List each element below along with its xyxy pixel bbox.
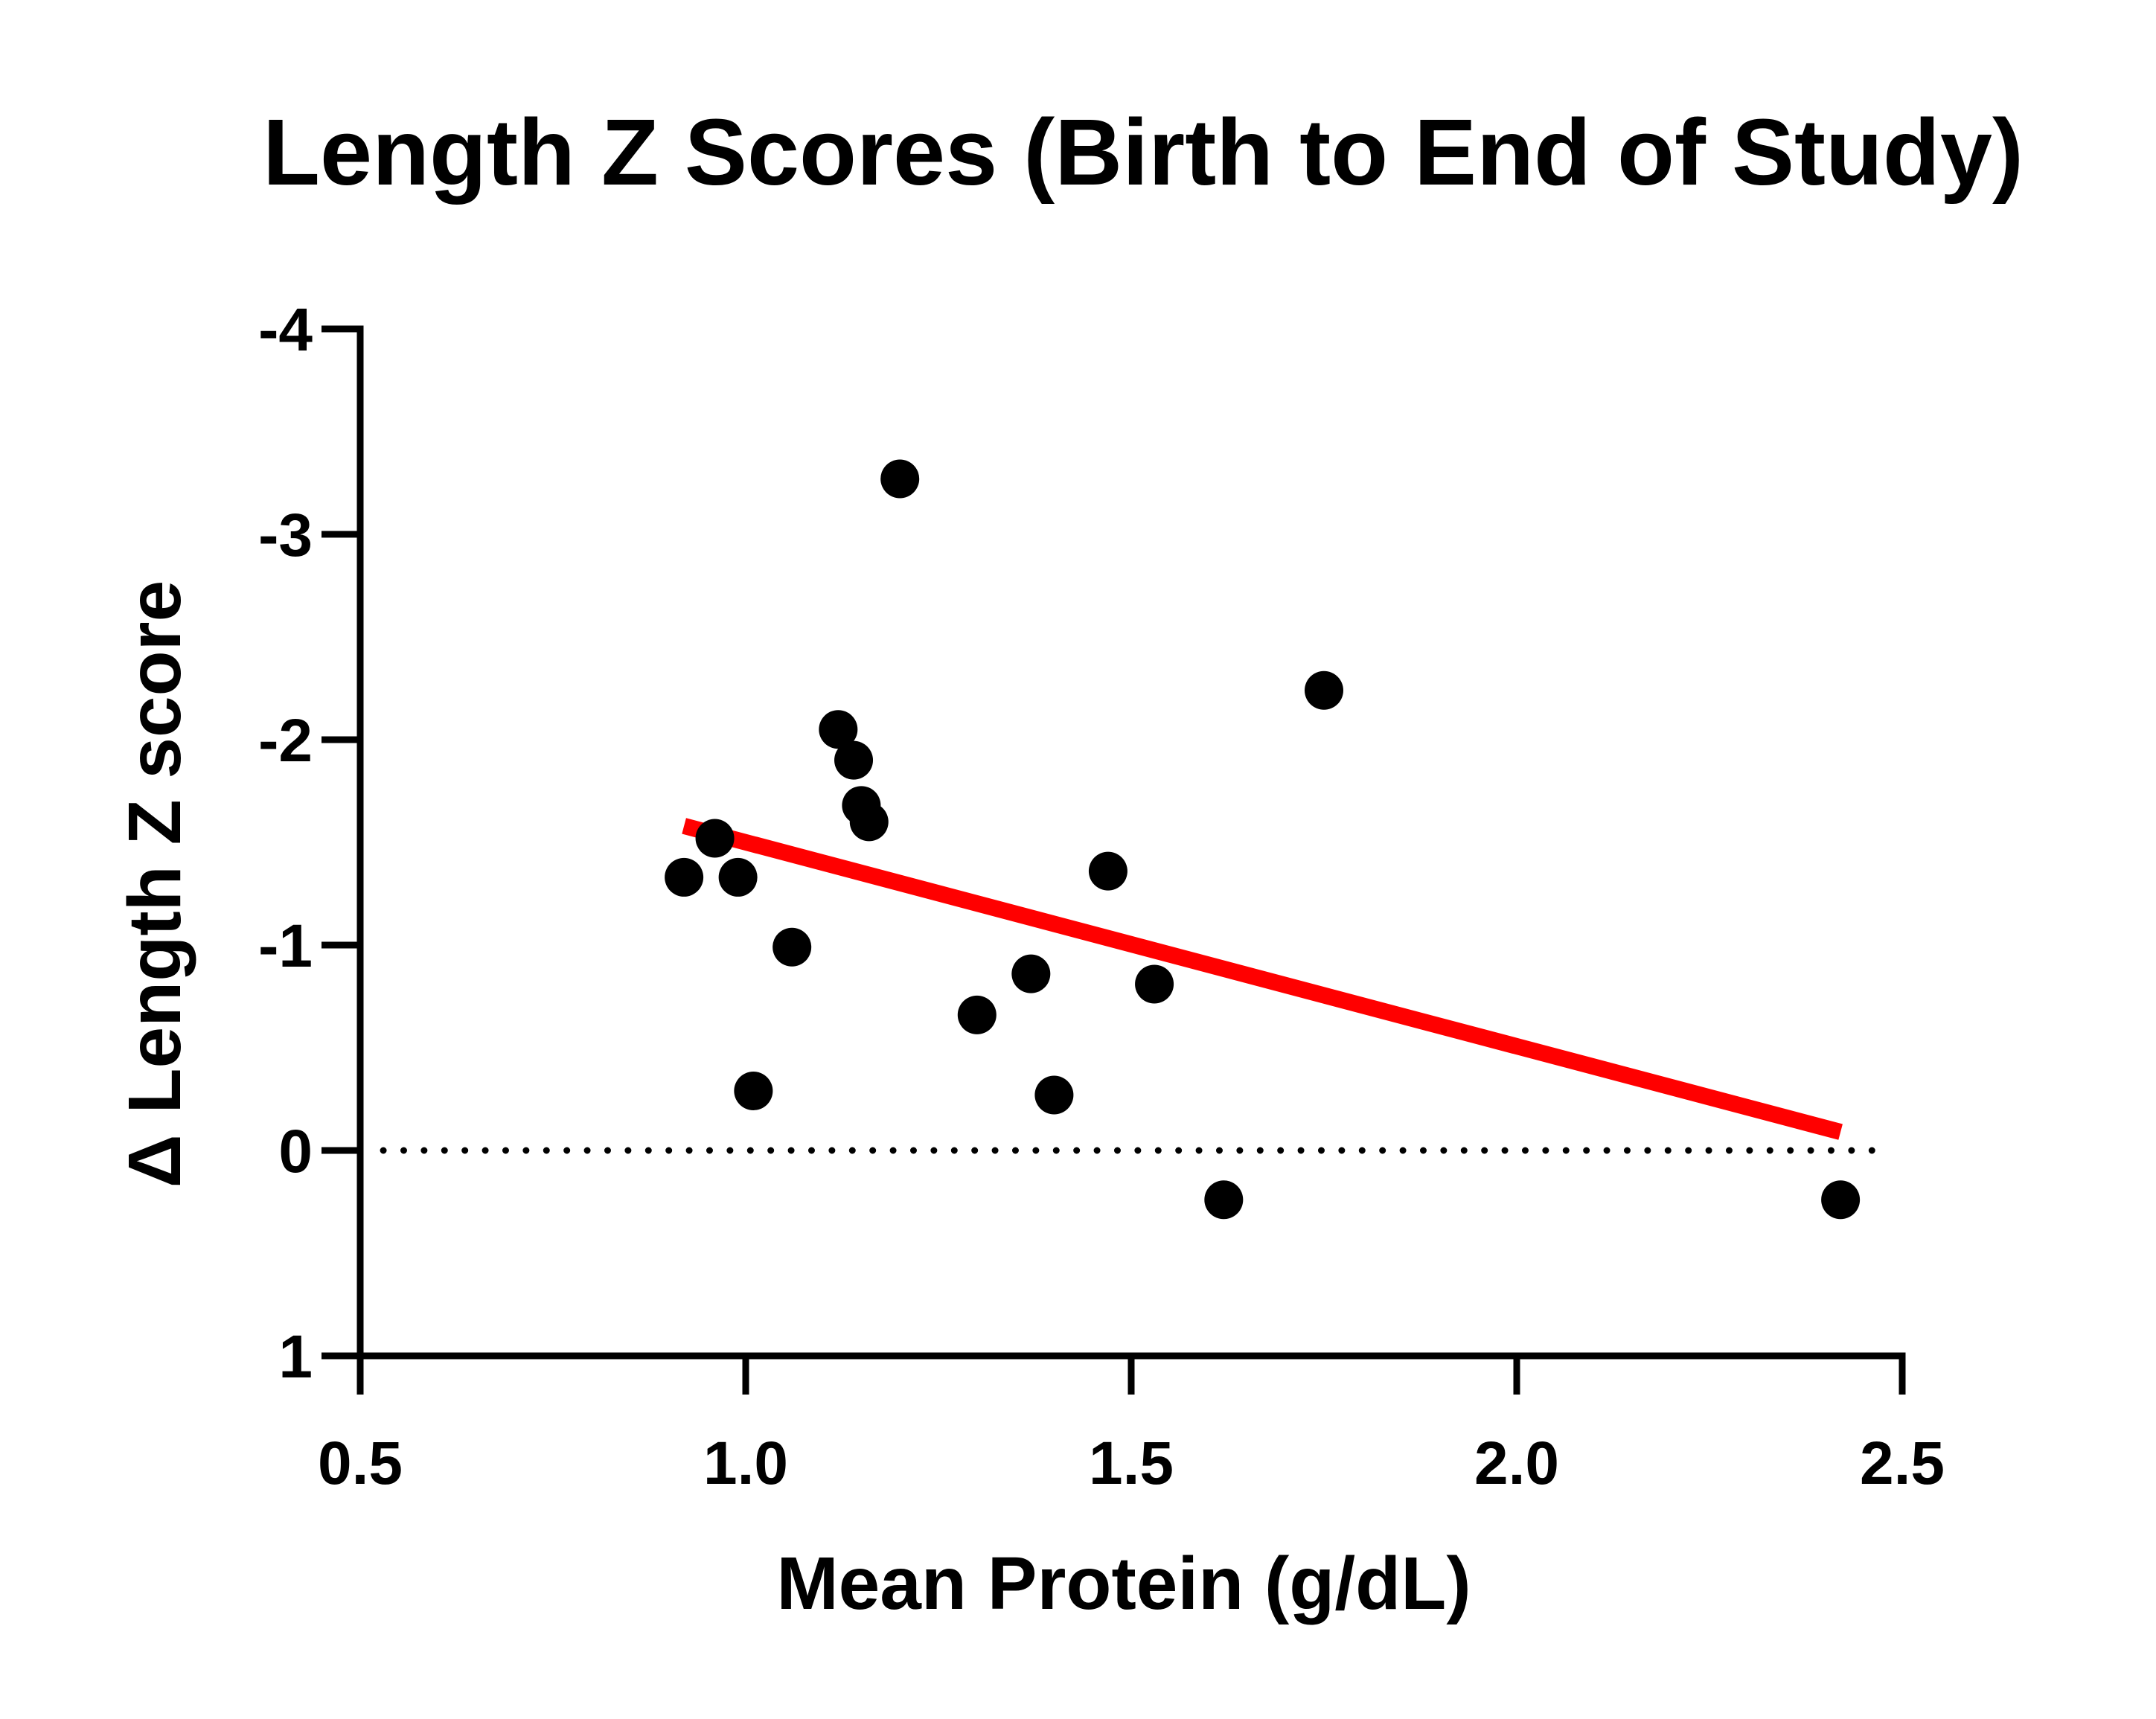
data-points-layer [665,459,1861,1220]
data-point-4 [734,1071,773,1110]
y-tick-label-0: 0 [278,1118,313,1185]
data-point-16 [1204,1180,1244,1220]
y-tick-label--4: -4 [258,296,313,364]
data-point-11 [957,995,997,1034]
x-tick-label-1.0: 1.0 [703,1430,788,1497]
data-point-15 [1135,964,1174,1004]
data-point-2 [695,819,735,858]
data-point-12 [1011,954,1051,993]
y-tick-label--2: -2 [258,707,313,775]
fit-line-layer [682,818,1843,1140]
data-point-10 [880,459,920,499]
y-tick-label--1: -1 [258,912,313,980]
x-tick-label-2.5: 2.5 [1860,1430,1945,1497]
data-point-7 [834,740,874,780]
x-tick-label-2.0: 2.0 [1474,1430,1559,1497]
y-axis-label: Δ Length Z score [113,580,196,1188]
data-point-18 [1821,1180,1861,1220]
data-point-13 [1034,1075,1074,1115]
data-point-6 [819,710,858,749]
y-tick-label-1: 1 [278,1323,313,1391]
data-point-5 [772,927,812,967]
data-point-17 [1305,670,1343,710]
regression-line [682,818,1843,1140]
axes-layer: -4 -3 -2 -1 0 10.5 1.0 1.5 2.0 2.5 [258,296,1945,1497]
data-point-3 [718,857,758,897]
x-axis-label: Mean Protein (g/dL) [776,1542,1471,1625]
data-point-1 [665,857,704,897]
chart-title: Length Z Scores (Birth to End of Study) [263,100,2024,205]
y-tick-label--3: -3 [258,502,313,569]
x-tick-label-1.5: 1.5 [1089,1430,1174,1497]
x-tick-label-0.5: 0.5 [318,1430,403,1497]
data-point-14 [1088,851,1127,891]
data-point-9 [849,802,889,842]
